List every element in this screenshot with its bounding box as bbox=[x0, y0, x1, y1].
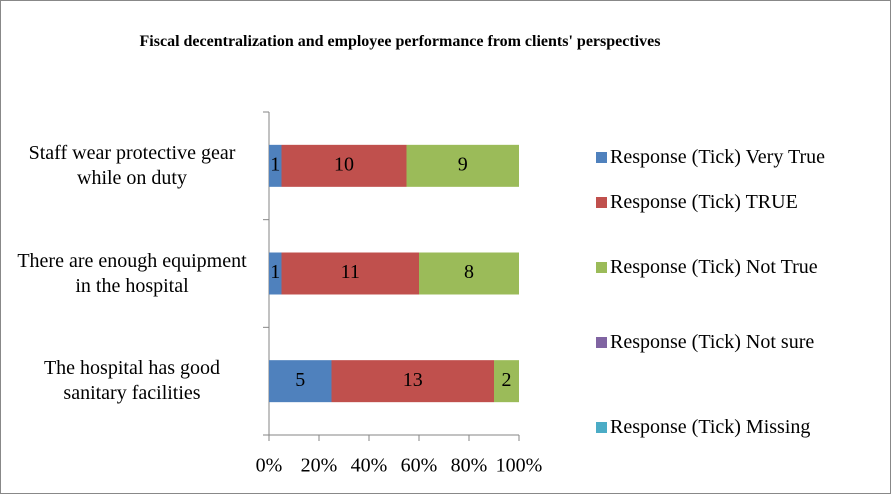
x-tick-label: 40% bbox=[351, 455, 388, 477]
bar-segment bbox=[269, 252, 282, 295]
legend-swatch bbox=[596, 337, 607, 348]
legend-item: Response (Tick) Not True bbox=[596, 255, 886, 280]
legend-label: Response (Tick) Not True bbox=[610, 256, 818, 278]
x-tick-label: 20% bbox=[301, 455, 338, 477]
x-tick-label: 60% bbox=[401, 455, 438, 477]
data-label: 13 bbox=[403, 369, 423, 391]
x-tick-label: 100% bbox=[496, 455, 543, 477]
bar-segment bbox=[331, 360, 494, 403]
legend-label: Response (Tick) Not sure bbox=[610, 331, 815, 353]
legend-swatch bbox=[596, 262, 607, 273]
bar-segment bbox=[269, 144, 282, 187]
legend-item: Response (Tick) TRUE bbox=[596, 190, 886, 215]
data-label: 9 bbox=[458, 153, 468, 175]
legend-swatch bbox=[596, 197, 607, 208]
bar-segment bbox=[281, 144, 407, 187]
legend-swatch bbox=[596, 152, 607, 163]
bar-segment bbox=[406, 144, 519, 187]
legend-label: Response (Tick) Very True bbox=[610, 146, 826, 168]
legend-label: Response (Tick) Missing bbox=[610, 416, 811, 438]
legend-item: Response (Tick) Very True bbox=[596, 145, 886, 170]
bar-segment bbox=[281, 252, 419, 295]
bar-segment bbox=[269, 360, 332, 403]
data-label: 5 bbox=[295, 369, 305, 391]
chart-title: Fiscal decentralization and employee per… bbox=[139, 33, 661, 50]
category-label: There are enough equipment in the hospit… bbox=[17, 249, 247, 297]
category-label: The hospital has good sanitary facilitie… bbox=[43, 357, 221, 405]
category-label: Staff wear protective gear while on duty bbox=[28, 141, 236, 189]
x-tick-label: 80% bbox=[451, 455, 488, 477]
legend-label: Response (Tick) TRUE bbox=[610, 191, 798, 213]
x-tick-label: 0% bbox=[256, 455, 283, 477]
data-label: 1 bbox=[270, 153, 280, 175]
bar-segment bbox=[494, 360, 519, 403]
legend-item: Response (Tick) Missing bbox=[596, 415, 886, 440]
legend-swatch bbox=[596, 422, 607, 433]
data-label: 8 bbox=[464, 261, 474, 283]
bar-segment bbox=[419, 252, 519, 295]
data-label: 11 bbox=[341, 261, 360, 283]
data-label: 10 bbox=[334, 153, 354, 175]
data-label: 2 bbox=[502, 369, 512, 391]
legend-item: Response (Tick) Not sure bbox=[596, 330, 886, 355]
data-label: 1 bbox=[270, 261, 280, 283]
